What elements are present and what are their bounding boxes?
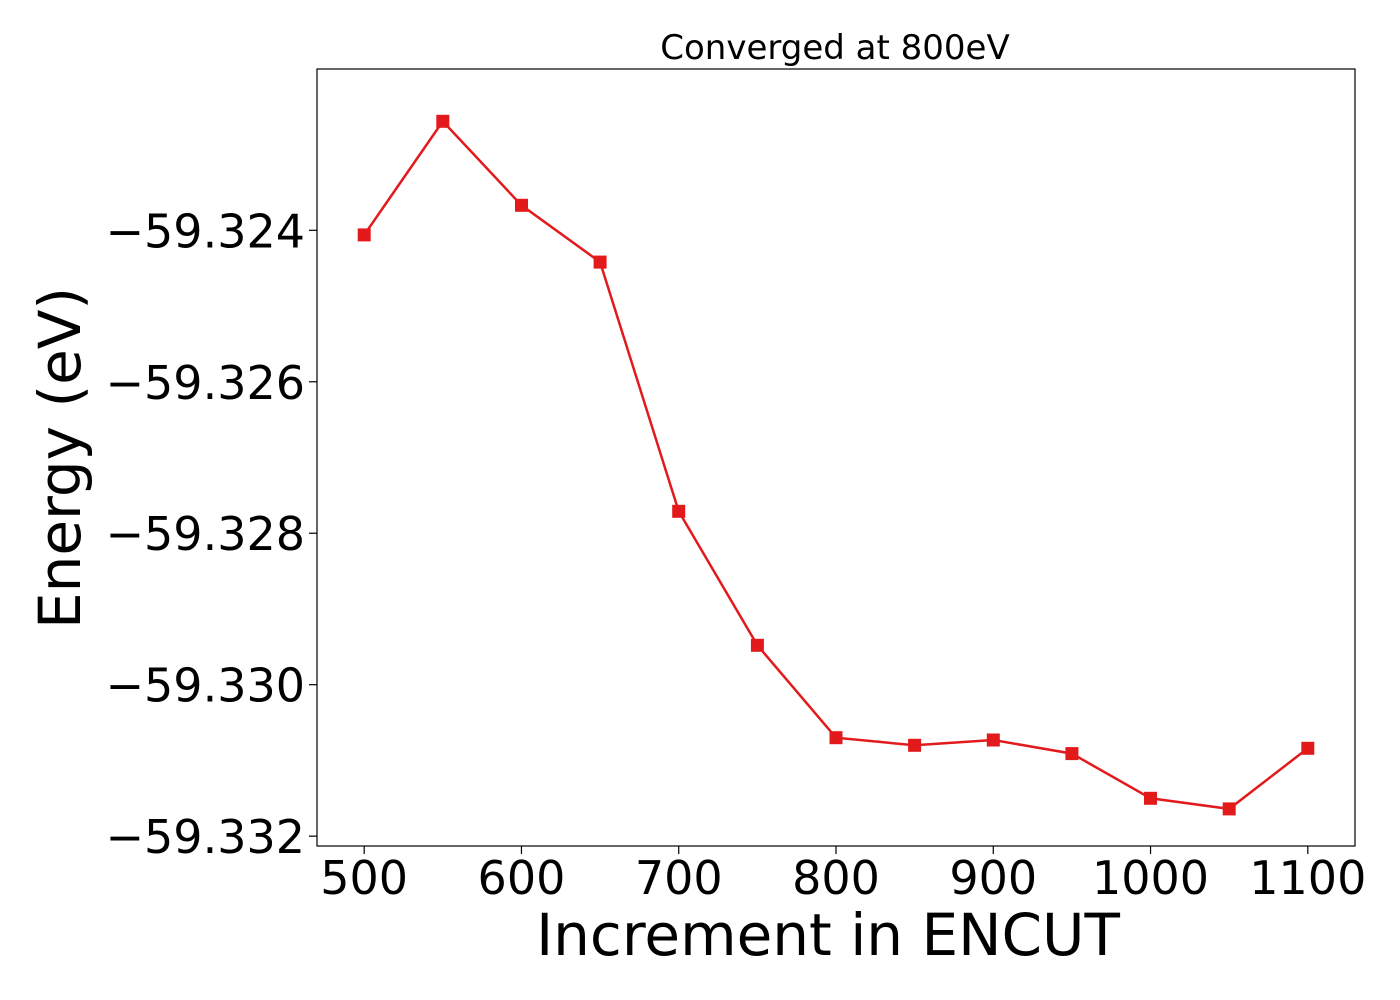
y-axis: −59.324 −59.326 −59.328 −59.330 −59.332 <box>106 204 317 864</box>
data-point <box>672 504 686 518</box>
data-point <box>515 198 528 212</box>
data-point <box>1301 741 1315 755</box>
data-point <box>1065 747 1079 761</box>
data-point <box>829 731 843 745</box>
y-tick-label: −59.328 <box>106 507 306 561</box>
data-point <box>436 114 450 128</box>
data-point <box>908 738 922 752</box>
series-line <box>363 119 1309 811</box>
data-point <box>1144 791 1157 805</box>
x-tick-label: 500 <box>320 851 408 905</box>
data-point <box>1222 802 1236 816</box>
x-tick-label: 700 <box>635 851 723 905</box>
x-tick-label: 800 <box>792 851 880 905</box>
chart-title: Converged at 800eV <box>660 28 1009 68</box>
data-point <box>750 638 764 652</box>
x-tick-label: 1000 <box>1092 851 1209 905</box>
data-point <box>593 255 607 269</box>
plot-frame <box>316 68 1356 847</box>
y-tick-label: −59.332 <box>106 810 306 864</box>
x-tick-label: 600 <box>478 851 566 905</box>
x-tick-label: 1100 <box>1249 851 1366 905</box>
data-point <box>357 228 371 242</box>
y-tick-label: −59.324 <box>106 204 306 258</box>
x-axis: 500 600 700 800 900 1000 1100 <box>320 846 1366 905</box>
series-layer <box>357 114 1315 816</box>
x-tick-label: 900 <box>949 851 1037 905</box>
x-axis-title: Increment in ENCUT <box>536 901 1120 969</box>
y-axis-title: Energy (eV) <box>26 287 94 629</box>
data-point <box>986 733 1000 747</box>
y-tick-label: −59.326 <box>106 356 306 410</box>
y-tick-label: −59.330 <box>106 659 306 713</box>
